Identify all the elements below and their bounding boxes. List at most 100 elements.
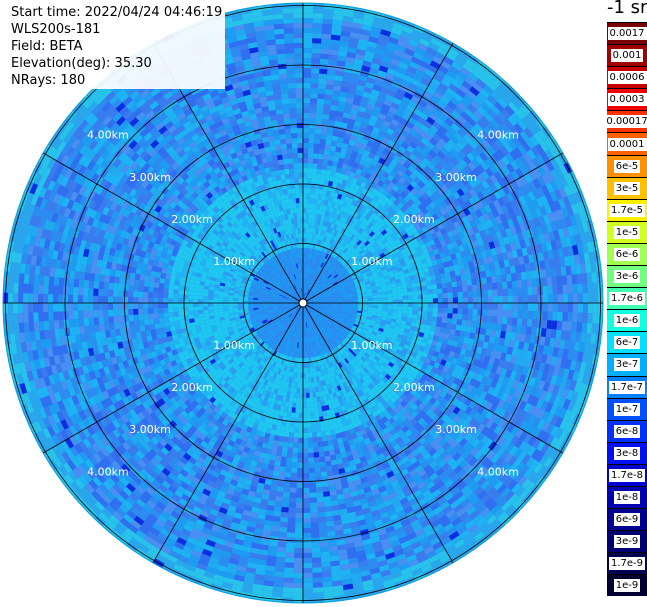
range-gate-cell bbox=[385, 355, 393, 362]
range-gate-cell bbox=[442, 505, 453, 515]
range-gate-cell bbox=[448, 403, 457, 412]
range-gate-cell bbox=[510, 425, 520, 436]
range-gate-cell bbox=[282, 592, 293, 598]
range-gate-cell bbox=[390, 358, 397, 365]
range-gate-cell bbox=[297, 442, 303, 448]
range-gate-cell bbox=[397, 429, 405, 437]
range-gate-cell bbox=[282, 446, 288, 453]
range-gate-cell bbox=[385, 364, 392, 371]
range-gate-cell bbox=[444, 408, 453, 417]
range-gate-cell bbox=[329, 315, 335, 319]
range-gate-cell bbox=[316, 501, 325, 508]
range-gate-cell bbox=[532, 406, 541, 417]
range-gate-cell bbox=[452, 414, 461, 424]
range-gate-cell bbox=[357, 366, 364, 372]
range-gate-cell bbox=[503, 452, 514, 464]
range-gate-cell bbox=[421, 413, 430, 422]
range-gate-cell bbox=[307, 437, 313, 443]
range-gate-cell bbox=[410, 410, 419, 419]
range-gate-cell bbox=[533, 462, 544, 474]
range-gate-cell bbox=[384, 373, 392, 380]
range-gate-cell bbox=[355, 368, 361, 374]
range-gate-cell bbox=[364, 352, 370, 358]
range-gate-cell bbox=[317, 305, 323, 307]
range-gate-cell bbox=[429, 397, 437, 405]
range-gate-cell bbox=[455, 359, 463, 367]
range-gate-cell bbox=[452, 406, 461, 415]
range-gate-cell bbox=[581, 373, 590, 385]
range-gate-cell bbox=[437, 307, 443, 313]
range-gate-cell bbox=[303, 592, 314, 598]
range-gate-cell bbox=[404, 353, 411, 360]
range-gate-cell bbox=[491, 388, 500, 398]
range-gate-cell bbox=[410, 418, 418, 426]
range-gate-cell bbox=[360, 317, 367, 321]
range-gate-cell bbox=[337, 321, 343, 326]
range-gate-cell bbox=[452, 423, 461, 432]
range-gate-cell bbox=[402, 366, 410, 373]
range-gate-cell bbox=[296, 492, 303, 498]
range-gate-cell bbox=[539, 454, 549, 466]
range-gate-cell bbox=[511, 379, 520, 390]
range-gate-cell bbox=[303, 387, 307, 393]
range-gate-cell bbox=[436, 418, 445, 427]
range-gate-cell bbox=[401, 335, 408, 341]
range-gate-cell bbox=[505, 442, 515, 453]
range-gate-cell bbox=[298, 412, 303, 418]
range-gate-cell bbox=[554, 439, 564, 451]
range-gate-cell bbox=[404, 363, 412, 370]
range-gate-cell bbox=[414, 406, 422, 415]
range-gate-cell bbox=[312, 305, 318, 308]
range-gate-cell bbox=[485, 419, 494, 429]
range-gate-cell bbox=[482, 309, 488, 316]
range-gate-cell bbox=[402, 331, 409, 337]
range-gate-cell bbox=[568, 340, 576, 351]
range-gate-cell bbox=[555, 376, 563, 387]
range-gate-cell bbox=[545, 423, 555, 435]
range-gate-cell bbox=[426, 468, 436, 477]
range-gate-cell bbox=[350, 371, 356, 378]
range-gate-cell bbox=[307, 305, 313, 308]
range-gate-cell bbox=[372, 303, 378, 306]
range-gate-cell bbox=[464, 331, 471, 339]
range-gate-cell bbox=[539, 390, 548, 401]
range-gate-cell bbox=[325, 321, 331, 326]
range-gate-cell bbox=[410, 437, 419, 445]
range-gate-cell bbox=[303, 532, 312, 538]
range-gate-cell bbox=[381, 316, 387, 321]
range-gate-cell bbox=[412, 306, 418, 312]
range-gate-cell bbox=[333, 335, 338, 341]
range-gate-cell bbox=[457, 303, 463, 309]
range-gate-cell bbox=[431, 321, 437, 327]
range-gate-cell bbox=[276, 486, 284, 492]
range-gate-cell bbox=[344, 319, 350, 324]
range-gate-cell bbox=[524, 358, 532, 368]
range-gate-cell bbox=[478, 521, 490, 532]
scan-cells bbox=[3, 3, 603, 603]
range-gate-cell bbox=[318, 327, 323, 333]
range-gate-cell bbox=[341, 312, 347, 316]
range-gate-cell bbox=[509, 332, 516, 341]
range-gate-cell bbox=[350, 338, 356, 344]
range-gate-cell bbox=[325, 515, 334, 522]
range-gate-cell bbox=[531, 319, 538, 328]
range-gate-cell bbox=[435, 321, 442, 328]
range-gate-cell bbox=[320, 471, 328, 478]
range-gate-cell bbox=[419, 377, 426, 385]
range-gate-cell bbox=[296, 472, 303, 478]
range-gate-cell bbox=[470, 326, 477, 334]
range-gate-cell bbox=[294, 422, 299, 428]
range-gate-cell bbox=[509, 445, 519, 456]
range-gate-cell bbox=[340, 372, 346, 379]
range-gate-cell bbox=[277, 440, 284, 447]
range-gate-cell bbox=[440, 450, 449, 460]
range-gate-cell bbox=[425, 409, 434, 417]
range-gate-cell bbox=[477, 309, 483, 316]
range-gate-cell bbox=[446, 457, 456, 467]
range-gate-cell bbox=[483, 369, 491, 378]
range-gate-cell bbox=[582, 303, 588, 313]
range-gate-cell bbox=[563, 420, 573, 433]
range-gate-cell bbox=[535, 451, 545, 463]
range-gate-cell bbox=[433, 361, 441, 369]
range-gate-cell bbox=[367, 312, 373, 316]
